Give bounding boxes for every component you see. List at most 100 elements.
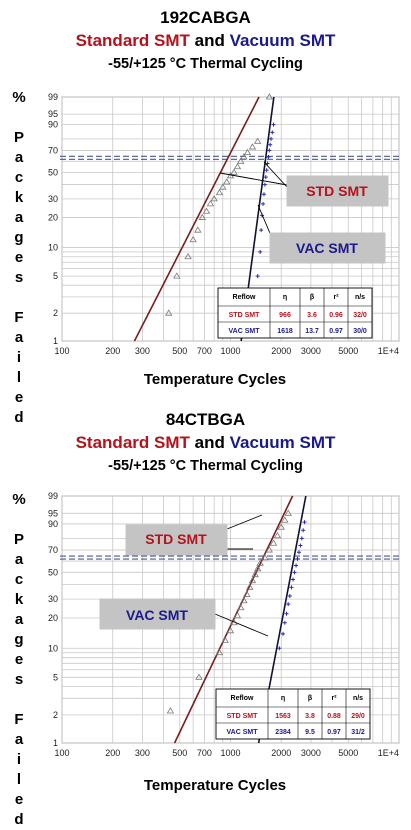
- table-cell: STD SMT: [227, 713, 258, 720]
- y-axis-label-char: a: [14, 731, 24, 748]
- callout-leader-line: [263, 161, 288, 188]
- subtitle-standard: Standard SMT: [75, 31, 190, 50]
- chart-plot: 100 200 300 500 700 1000 2000 3000 5000 1E+4 1 2 5 10…: [48, 491, 400, 758]
- y-axis-label-char: i: [16, 751, 22, 768]
- stats-table: [217, 287, 373, 339]
- table-cell: 31/2: [351, 729, 365, 736]
- callout-label: VAC SMT: [126, 607, 188, 623]
- fit-line-std-smt: [173, 495, 294, 744]
- data-point-vac: [287, 593, 292, 598]
- y-tick-label: 2: [53, 308, 58, 318]
- x-tick-label: 1E+4: [378, 346, 399, 356]
- x-tick-label: 300: [135, 346, 150, 356]
- table-cell: 9.5: [305, 729, 315, 736]
- data-point-std: [206, 200, 215, 207]
- chart-title: 192CABGA: [160, 8, 251, 27]
- x-tick-label: 5000: [338, 346, 358, 356]
- subtitle-and: and: [194, 433, 225, 452]
- data-point-std: [194, 226, 202, 233]
- subtitle-vacuum: Vacuum SMT: [229, 433, 336, 452]
- table-header-cell: η: [281, 695, 285, 702]
- table-cell: VAC SMT: [227, 729, 259, 736]
- data-point-std: [251, 570, 259, 578]
- table-header-cell: β: [310, 294, 315, 301]
- y-axis-label-char: P: [13, 531, 24, 548]
- y-axis-label-char: g: [14, 229, 24, 246]
- x-tick-label: 3000: [301, 346, 321, 356]
- y-tick-label: 70: [48, 545, 58, 555]
- table-cell: 0.97: [329, 328, 343, 335]
- data-point-std: [233, 162, 242, 170]
- table-cell: 0.97: [327, 729, 341, 736]
- callout-label: VAC SMT: [296, 240, 358, 256]
- y-tick-label: 30: [48, 194, 58, 204]
- data-point-vac: [298, 543, 303, 548]
- x-tick-label: 2000: [271, 748, 291, 758]
- table-cell: 29/0: [351, 713, 365, 720]
- y-axis-label-char: c: [14, 571, 24, 588]
- y-tick-label: 30: [48, 594, 58, 604]
- y-tick-label: 50: [48, 567, 58, 577]
- callout-box: [269, 232, 386, 264]
- x-tick-label: 1000: [220, 748, 240, 758]
- stats-table: [215, 688, 371, 740]
- data-point-vac: [281, 631, 286, 636]
- data-point-vac: [271, 122, 276, 127]
- data-point-vac: [261, 201, 266, 206]
- y-axis-label-char: s: [14, 671, 24, 688]
- chart-subtitle: Standard SMT and Vacuum SMT: [0, 433, 411, 453]
- table-cell: 1563: [275, 713, 291, 720]
- y-axis-label-char: k: [14, 591, 24, 608]
- data-point-vac: [289, 585, 294, 590]
- subtitle-vacuum: Vacuum SMT: [229, 31, 336, 50]
- data-point-std: [253, 565, 262, 572]
- y-axis-label-char: d: [14, 811, 24, 828]
- data-point-std: [230, 168, 238, 175]
- data-point-vac: [263, 175, 268, 180]
- table-cell: 3.6: [307, 312, 317, 319]
- x-tick-label: 100: [54, 748, 69, 758]
- table-cell: 1618: [277, 328, 293, 335]
- table-header-cell: n/s: [353, 695, 363, 702]
- y-axis-label-char: l: [16, 369, 22, 386]
- data-point-std: [210, 195, 218, 202]
- y-axis-label-char: a: [14, 551, 24, 568]
- data-point-std: [284, 509, 292, 516]
- y-tick-label: 95: [48, 508, 58, 518]
- data-point-std: [189, 235, 197, 243]
- data-point-vac: [262, 182, 267, 187]
- x-axis-label: Temperature Cycles: [143, 777, 287, 794]
- y-tick-label: 20: [48, 213, 58, 223]
- table-header-cell: β: [308, 695, 313, 702]
- y-tick-label: 20: [48, 613, 58, 623]
- y-axis-label-char: c: [14, 169, 24, 186]
- y-tick-label: 95: [48, 109, 58, 119]
- y-tick-label: 50: [48, 167, 58, 177]
- table-header-cell: r²: [333, 294, 339, 301]
- data-point-vac: [277, 646, 282, 651]
- fit-line-std-smt: [133, 96, 260, 342]
- table-cell: 0.88: [327, 713, 341, 720]
- data-point-std: [237, 604, 245, 611]
- chart-title: 84CTBGA: [165, 410, 246, 429]
- y-axis-label-char: k: [14, 189, 24, 206]
- data-point-std: [245, 583, 254, 590]
- data-point-std: [195, 673, 203, 680]
- data-point-std: [165, 309, 173, 316]
- x-tick-label: 300: [135, 748, 150, 758]
- callout-label: STD SMT: [145, 531, 207, 547]
- subtitle-and: and: [194, 31, 225, 50]
- y-axis-label-char: F: [14, 711, 24, 728]
- data-point-vac: [286, 602, 291, 607]
- y-axis-label-char: e: [14, 389, 24, 406]
- chart-panel-84ctbga: 84CTBGA Standard SMT and Vacuum SMT -55/…: [0, 402, 411, 828]
- data-point-std: [219, 183, 227, 190]
- y-tick-label: 10: [48, 643, 58, 653]
- data-point-std: [248, 143, 257, 150]
- y-tick-label: 1: [53, 738, 58, 748]
- y-axis-label-char: d: [14, 409, 24, 426]
- table-cell: 13.7: [305, 328, 319, 335]
- data-point-std: [248, 577, 257, 584]
- data-point-std: [265, 93, 274, 100]
